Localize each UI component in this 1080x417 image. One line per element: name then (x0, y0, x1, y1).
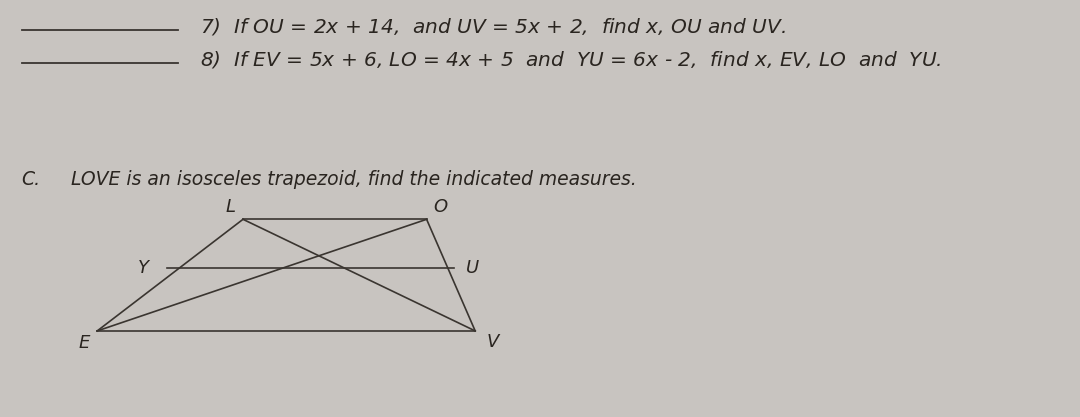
Text: C.: C. (22, 170, 41, 188)
Text: E: E (79, 334, 90, 352)
Text: 7)  If $\mathit{OU}$ = 2$\mathit{x}$ + 14,  and $\mathit{UV}$ = 5$\mathit{x}$ + : 7) If $\mathit{OU}$ = 2$\mathit{x}$ + 14… (200, 16, 785, 37)
Text: Y: Y (137, 259, 148, 277)
Text: LOVE is an isosceles trapezoid, find the indicated measures.: LOVE is an isosceles trapezoid, find the… (59, 170, 637, 188)
Text: V: V (487, 333, 499, 351)
Text: O: O (434, 198, 448, 216)
Text: 8)  If $\mathit{EV}$ = 5$\mathit{x}$ + 6, $\mathit{LO}$ = 4$\mathit{x}$ + 5  and: 8) If $\mathit{EV}$ = 5$\mathit{x}$ + 6,… (200, 49, 942, 70)
Text: U: U (465, 259, 478, 277)
Text: L: L (226, 198, 235, 216)
